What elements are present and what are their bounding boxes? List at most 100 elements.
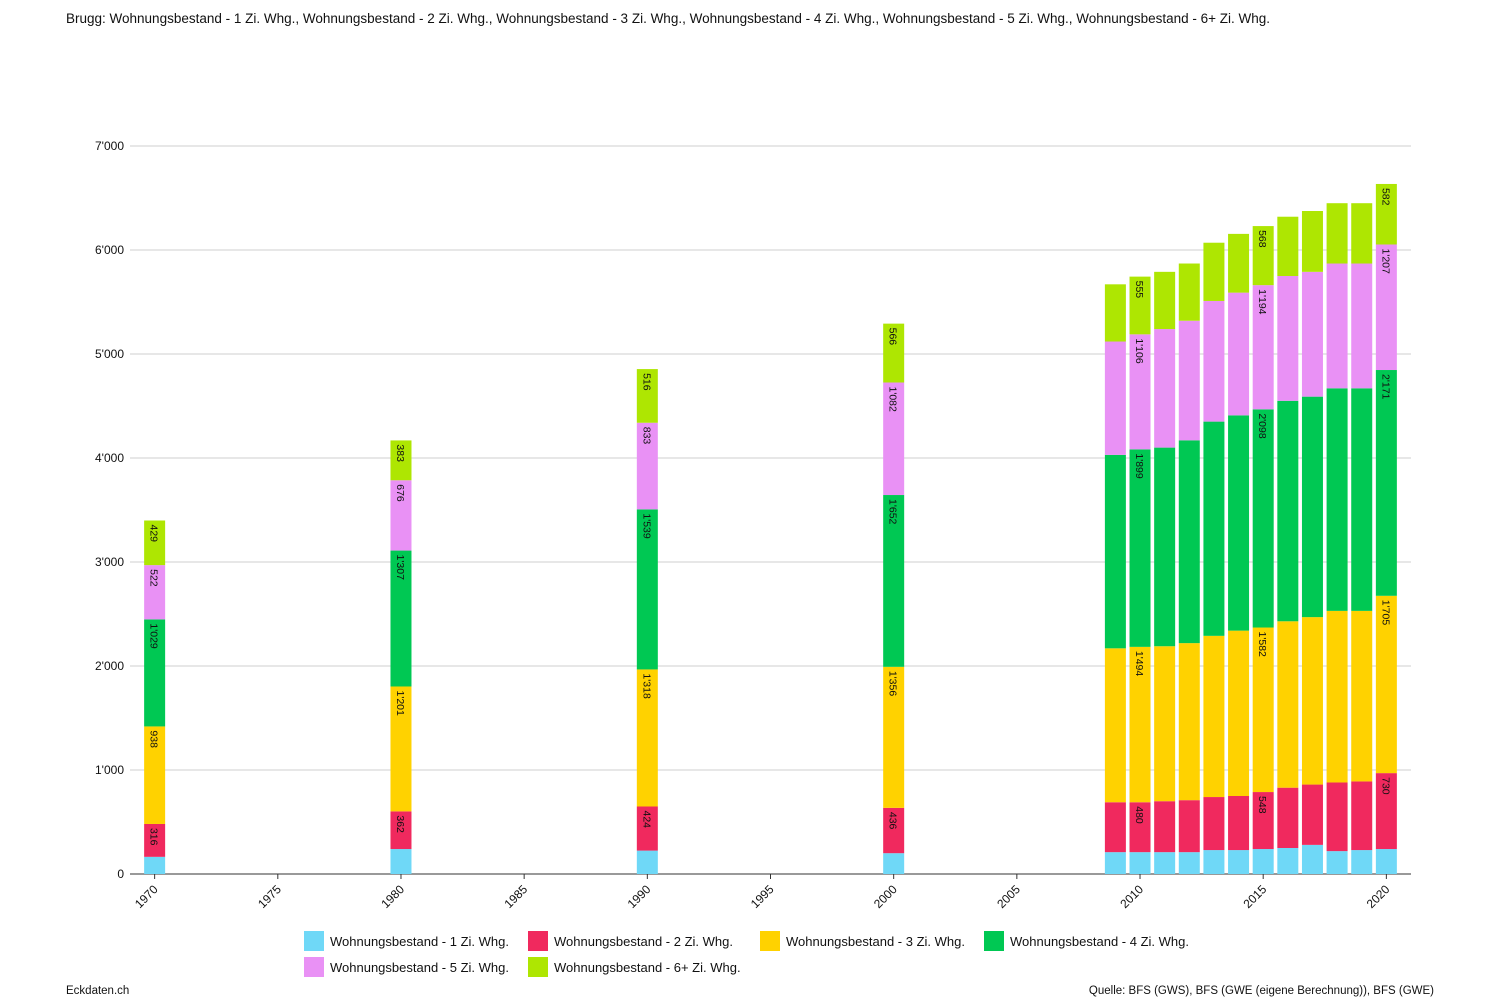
bar-segment xyxy=(1326,610,1348,783)
bar-segment xyxy=(1129,852,1151,874)
bar-segment xyxy=(636,509,658,670)
bar-segment xyxy=(1252,409,1274,628)
bar-segment xyxy=(1301,211,1323,272)
bar-segment xyxy=(1154,271,1176,330)
bar-segment xyxy=(1154,801,1176,853)
bar-value-label: 516 xyxy=(640,373,652,391)
bar-value-label: 566 xyxy=(887,328,899,346)
bar-segment xyxy=(636,669,658,807)
x-tick-label: 2015 xyxy=(1241,882,1270,911)
bar-segment xyxy=(1375,370,1397,596)
bar-value-label: 582 xyxy=(1379,188,1391,206)
x-tick-label: 1990 xyxy=(625,882,654,911)
bar-segment xyxy=(1326,203,1348,264)
bar-value-label: 1'652 xyxy=(887,499,899,525)
bar-value-label: 1'318 xyxy=(640,673,652,699)
bar-value-label: 429 xyxy=(148,525,160,543)
bar-segment xyxy=(1203,242,1225,301)
bar-segment xyxy=(1228,630,1250,796)
bar-segment xyxy=(1104,341,1126,455)
bar-segment xyxy=(1129,449,1151,647)
bar-segment xyxy=(1228,850,1250,874)
legend-item: Wohnungsbestand - 1 Zi. Whg. xyxy=(304,931,509,951)
legend-label: Wohnungsbestand - 1 Zi. Whg. xyxy=(330,933,509,949)
bar-segment xyxy=(1326,782,1348,852)
bar-segment xyxy=(1178,852,1200,874)
bar-segment xyxy=(1277,276,1299,401)
bar-segment xyxy=(144,726,166,824)
y-tick-label: 0 xyxy=(117,867,124,881)
bar-segment xyxy=(1104,802,1126,853)
bar-segment xyxy=(144,856,166,874)
bar-value-label: 362 xyxy=(394,815,406,833)
bar-value-label: 1'899 xyxy=(1133,453,1145,479)
bar-segment xyxy=(390,686,412,812)
bar-segment xyxy=(144,619,166,727)
bar-segment xyxy=(1277,216,1299,276)
x-tick-label: 1995 xyxy=(748,882,777,911)
bar-segment xyxy=(390,849,412,874)
bar-segment xyxy=(1129,646,1151,803)
bar-segment xyxy=(1228,292,1250,416)
bar-segment xyxy=(1375,244,1397,371)
bar-segment xyxy=(1252,285,1274,410)
legend-swatch xyxy=(984,931,1004,951)
bar-segment xyxy=(1154,646,1176,802)
legend-swatch xyxy=(304,957,324,977)
bar-value-label: 383 xyxy=(394,444,406,462)
bar-segment xyxy=(1301,396,1323,618)
bar-segment xyxy=(1351,610,1373,782)
bar-segment xyxy=(883,495,905,667)
bar-value-label: 555 xyxy=(1133,281,1145,299)
bar-value-label: 730 xyxy=(1379,777,1391,795)
bar-segment xyxy=(1351,850,1373,874)
bar-segment xyxy=(1178,800,1200,853)
y-axis: 0 1'000 2'000 3'000 4'000 5'000 6'000 7'000 xyxy=(95,139,124,881)
x-tick-label: 2005 xyxy=(994,882,1023,911)
x-tick-label: 1975 xyxy=(255,882,284,911)
bar-segment xyxy=(1375,183,1397,245)
x-tick-label: 2020 xyxy=(1364,882,1393,911)
bar-segment xyxy=(1203,797,1225,851)
bar-segment xyxy=(1351,203,1373,264)
bar-value-label: 1'494 xyxy=(1133,651,1145,677)
bar-segment xyxy=(1351,388,1373,611)
bar-segment xyxy=(1301,784,1323,845)
bar-segment xyxy=(636,422,658,510)
bar-segment xyxy=(1277,848,1299,874)
legend-item: Wohnungsbestand - 2 Zi. Whg. xyxy=(528,931,733,951)
bar-value-label: 480 xyxy=(1133,806,1145,824)
bar-segment xyxy=(144,565,166,620)
legend-label: Wohnungsbestand - 2 Zi. Whg. xyxy=(554,933,733,949)
bar-segment xyxy=(883,853,905,874)
bar-value-label: 316 xyxy=(148,828,160,846)
bar-segment xyxy=(390,811,412,850)
bar-segment xyxy=(1104,284,1126,342)
legend-label: Wohnungsbestand - 4 Zi. Whg. xyxy=(1010,933,1189,949)
bar-segment xyxy=(1154,329,1176,448)
bar-value-label: 1'356 xyxy=(887,671,899,697)
bar-value-label: 1'106 xyxy=(1133,338,1145,364)
bar-segment xyxy=(1326,263,1348,389)
bar-value-label: 2'098 xyxy=(1256,413,1268,439)
y-tick-label: 2'000 xyxy=(95,659,124,673)
x-tick-label: 2010 xyxy=(1117,882,1146,911)
bar-segment xyxy=(1228,233,1250,293)
bar-segment xyxy=(636,369,658,423)
bar-segment xyxy=(1252,792,1274,850)
legend-label: Wohnungsbestand - 3 Zi. Whg. xyxy=(786,933,965,949)
x-tick-label: 2000 xyxy=(871,882,900,911)
legend-label: Wohnungsbestand - 6+ Zi. Whg. xyxy=(554,959,741,975)
legend-item: Wohnungsbestand - 3 Zi. Whg. xyxy=(760,931,965,951)
x-tick-label: 1985 xyxy=(501,882,530,911)
bar-segment xyxy=(1301,844,1323,874)
bar-segment xyxy=(883,323,905,383)
bar-segment xyxy=(636,806,658,851)
bar-segment xyxy=(1375,595,1397,774)
legend-item: Wohnungsbestand - 6+ Zi. Whg. xyxy=(528,957,741,977)
bar-segment xyxy=(1178,440,1200,644)
bar-segment xyxy=(1252,849,1274,874)
bar-segment xyxy=(1228,796,1250,851)
bar-value-label: 424 xyxy=(640,811,652,829)
